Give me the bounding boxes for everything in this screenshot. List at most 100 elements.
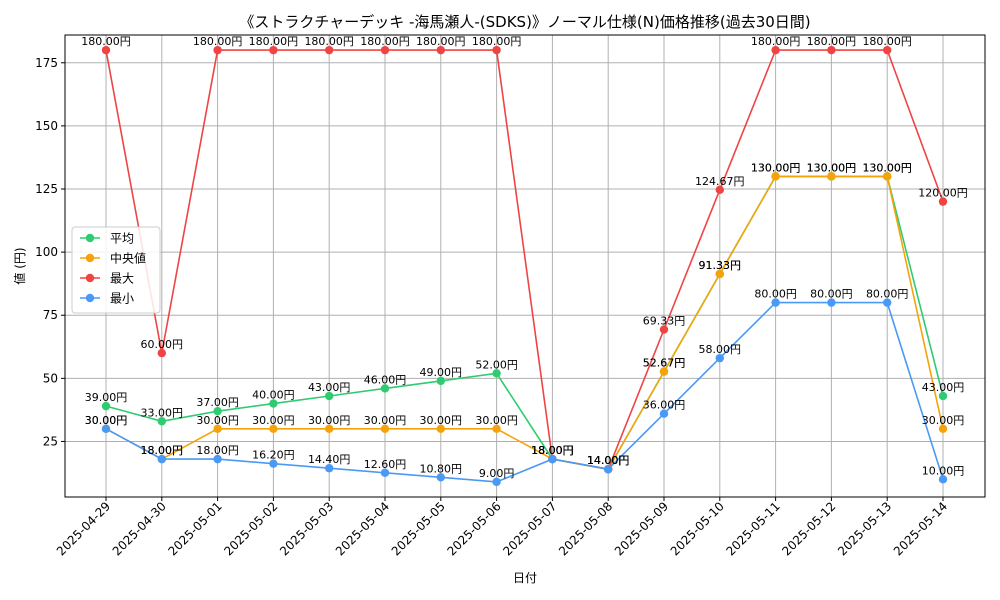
data-label-max: 180.00円: [416, 35, 466, 48]
data-label-median: 130.00円: [807, 161, 857, 174]
data-point-min: [771, 298, 780, 307]
series-line-max: [105, 49, 944, 471]
data-point-max: [325, 45, 334, 55]
data-point-min: [715, 353, 724, 363]
data-point-min: [269, 459, 278, 468]
data-point-median: [436, 424, 445, 434]
data-point-max: [827, 45, 836, 55]
data-point-max: [771, 45, 780, 55]
data-point-max: [883, 45, 892, 55]
series-layer: [101, 45, 948, 487]
data-point-average: [157, 417, 166, 426]
series-line-min: [105, 301, 944, 483]
data-label-average: 130.00円: [862, 161, 912, 174]
data-label-average: 49.00円: [420, 366, 463, 379]
data-point-median: [938, 424, 948, 434]
data-label-median: 30.00円: [196, 414, 239, 427]
data-label-min: 10.00円: [922, 464, 965, 477]
data-label-average: 130.00円: [807, 161, 857, 174]
data-point-median: [325, 424, 334, 434]
data-label-median: 18.00円: [141, 444, 184, 457]
data-label-max: 69.33円: [643, 315, 686, 328]
grid-lines: [65, 35, 985, 497]
data-label-min: 80.00円: [754, 288, 797, 301]
data-point-min: [548, 454, 557, 464]
data-point-min: [213, 454, 222, 464]
data-label-median: 30.00円: [364, 414, 407, 427]
data-point-average: [213, 406, 222, 416]
data-label-max: 180.00円: [193, 35, 243, 48]
y-tick-label: 100: [35, 245, 58, 259]
legend-marker-max: [85, 273, 95, 283]
chart-title: 《ストラクチャーデッキ -海馬瀬人-(SDKS)》ノーマル仕様(N)価格推移(過…: [239, 13, 810, 31]
legend-marker-average: [85, 233, 95, 243]
data-point-median: [213, 424, 222, 434]
data-point-min: [659, 409, 669, 418]
data-point-average: [101, 401, 111, 411]
data-point-min: [492, 477, 501, 487]
data-label-median: 30.00円: [475, 414, 518, 427]
data-point-min: [157, 454, 166, 464]
data-label-average: 52.00円: [475, 358, 518, 371]
data-point-min: [325, 464, 334, 473]
data-point-median: [883, 172, 892, 181]
data-label-average: 37.00円: [196, 396, 239, 409]
series-line-median: [105, 175, 944, 471]
data-point-average: [436, 376, 445, 386]
legend-marker-min: [85, 293, 95, 303]
y-axis-ticks: 25 50 75 100 125 150 175: [35, 56, 65, 448]
data-point-max: [436, 45, 445, 55]
data-label-average: 33.00円: [141, 406, 184, 419]
data-label-max: 180.00円: [249, 35, 299, 48]
data-label-median: 52.67円: [643, 357, 686, 370]
data-label-average: 43.00円: [308, 381, 351, 394]
y-tick-label: 50: [43, 371, 58, 385]
data-label-max: 180.00円: [751, 35, 801, 48]
data-point-max: [157, 348, 166, 358]
data-label-min: 80.00円: [810, 288, 853, 301]
data-label-max: 18.00円: [531, 444, 574, 457]
data-label-median: 30.00円: [922, 414, 965, 427]
data-label-min: 36.00円: [643, 399, 686, 412]
data-point-median: [659, 367, 669, 376]
data-label-median: 130.00円: [751, 161, 801, 174]
y-axis-label: 値 (円): [12, 247, 27, 284]
data-label-median: 130.00円: [862, 161, 912, 174]
data-point-min: [827, 298, 836, 307]
data-label-min: 18.00円: [141, 444, 184, 457]
x-axis-label: 日付: [513, 571, 537, 585]
data-point-min: [436, 473, 445, 482]
data-label-max: 180.00円: [862, 35, 912, 48]
data-point-median: [827, 172, 836, 181]
data-point-min: [101, 424, 111, 434]
data-point-median: [269, 424, 278, 434]
data-point-max: [938, 197, 948, 206]
data-point-median: [715, 269, 724, 279]
data-label-min: 14.40円: [308, 453, 351, 466]
legend-label-average: 平均: [110, 232, 134, 246]
data-label-average: 43.00円: [922, 381, 965, 394]
data-label-average: 18.00円: [531, 444, 574, 457]
data-label-median: 14.00円: [587, 454, 630, 467]
point-labels-layer: 39.00円 33.00円 37.00円 40.00円 43.00円 46.00円 49.0…: [81, 35, 968, 480]
data-point-average: [492, 369, 501, 378]
data-label-min: 80.00円: [866, 288, 909, 301]
data-label-median: 30.00円: [420, 414, 463, 427]
data-label-min: 58.00円: [699, 343, 742, 356]
data-point-max: [492, 45, 501, 55]
data-point-max: [101, 45, 111, 55]
data-label-average: 91.33円: [699, 259, 742, 272]
data-label-max: 120.00円: [918, 187, 968, 200]
data-label-average: 40.00円: [252, 389, 295, 402]
data-label-max: 180.00円: [360, 35, 410, 48]
data-point-max: [659, 325, 669, 334]
data-label-min: 14.00円: [587, 454, 630, 467]
data-point-average: [325, 391, 334, 401]
data-point-average: [269, 399, 278, 408]
data-point-max: [269, 45, 278, 55]
legend-label-max: 最大: [110, 272, 134, 286]
data-label-min: 10.80円: [420, 462, 463, 475]
data-point-min: [938, 475, 948, 484]
